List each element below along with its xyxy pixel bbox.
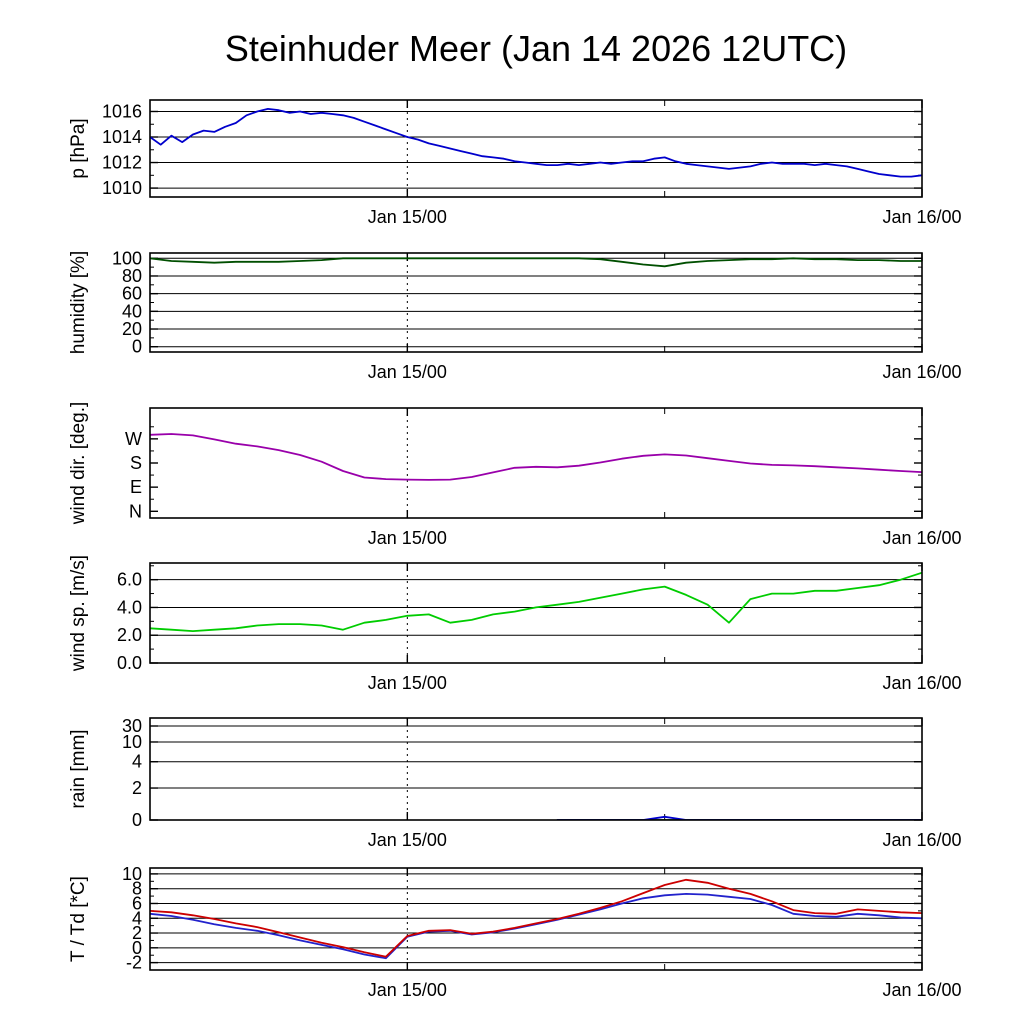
y-tick-label: 4 (132, 752, 142, 772)
y-tick-label: W (125, 429, 142, 449)
page-title: Steinhuder Meer (Jan 14 2026 12UTC) (224, 28, 848, 69)
y-tick-label: 8 (132, 879, 142, 899)
y-axis-label: humidity [%] (68, 251, 89, 354)
y-tick-label: 2.0 (117, 625, 142, 645)
y-tick-label: 80 (122, 266, 142, 286)
panel-border (149, 99, 923, 198)
y-tick-label: 0.0 (117, 653, 142, 673)
panel-border (149, 562, 923, 664)
y-tick-label: 0 (132, 810, 142, 830)
y-tick-label: 1010 (102, 178, 142, 198)
y-tick-label: 0 (132, 337, 142, 357)
x-tick-label: Jan 15/00 (368, 673, 447, 693)
x-tick-label: Jan 15/00 (368, 362, 447, 382)
y-tick-label: 10 (122, 864, 142, 884)
y-axis-label: wind dir. [deg.] (68, 402, 89, 526)
series-wind-direction (150, 433, 922, 481)
y-tick-label: 60 (122, 284, 142, 304)
x-tick-label: Jan 16/00 (882, 980, 961, 1000)
series-group (150, 433, 922, 481)
y-tick-label: -2 (126, 953, 142, 973)
y-axis-label: wind sp. [m/s] (68, 555, 89, 672)
y-tick-label: 40 (122, 301, 142, 321)
y-tick-label: 1016 (102, 101, 142, 121)
y-tick-label: N (129, 501, 142, 521)
y-tick-label: 30 (122, 716, 142, 736)
x-tick-label: Jan 15/00 (368, 980, 447, 1000)
x-tick-label: Jan 16/00 (882, 673, 961, 693)
y-tick-label: 4.0 (117, 597, 142, 617)
y-tick-label: 6.0 (117, 570, 142, 590)
panel-windspeed: 0.0 2.0 4.0 6.0 Jan 15/00 Jan 16/00 wind sp. [… (68, 555, 962, 693)
series-pressure (150, 108, 922, 178)
panel-border (149, 407, 923, 519)
x-tick-label: Jan 15/00 (368, 207, 447, 227)
y-tick-label: 100 (112, 248, 142, 268)
x-tick-label: Jan 15/00 (368, 830, 447, 850)
series-T (150, 878, 922, 958)
panel-border (149, 867, 923, 971)
y-axis-label: T / Td [*C] (68, 876, 89, 962)
y-tick-label: 10 (122, 732, 142, 752)
x-tick-label: Jan 16/00 (882, 830, 961, 850)
y-tick-label: 4 (132, 908, 142, 928)
y-tick-label: 2 (132, 923, 142, 943)
panel-border (149, 252, 923, 353)
y-tick-label: 20 (122, 319, 142, 339)
y-tick-label: S (130, 453, 142, 473)
x-tick-label: Jan 16/00 (882, 528, 961, 548)
y-tick-label: 1014 (102, 127, 142, 147)
series-group (150, 878, 922, 960)
x-tick-label: Jan 16/00 (882, 207, 961, 227)
series-wind-speed (150, 571, 922, 632)
y-tick-label: 0 (132, 938, 142, 958)
y-axis-label: rain [mm] (68, 729, 89, 808)
x-tick-label: Jan 16/00 (882, 362, 961, 382)
y-tick-label: E (130, 477, 142, 497)
y-tick-label: 2 (132, 778, 142, 798)
series-humidity (150, 257, 922, 268)
panel-border (149, 717, 923, 821)
series-group (150, 257, 922, 268)
y-tick-label: 1012 (102, 153, 142, 173)
series-group (150, 571, 922, 632)
panel-pressure: 1010 1012 1014 1016 Jan 15/00 Jan 16/00 p [hPa… (68, 99, 962, 227)
y-axis-label: p [hPa] (68, 118, 89, 178)
y-tick-label: 6 (132, 893, 142, 913)
x-tick-label: Jan 15/00 (368, 528, 447, 548)
series-group (150, 108, 922, 178)
